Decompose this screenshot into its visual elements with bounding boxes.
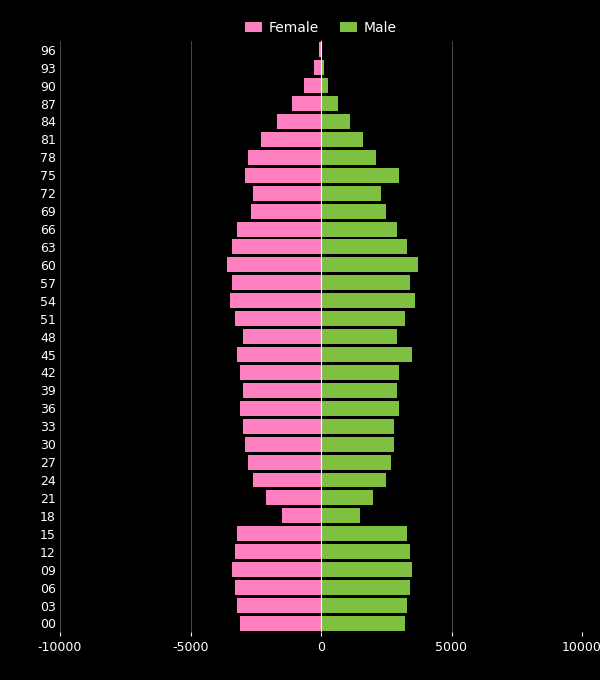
Bar: [321, 96, 338, 111]
Bar: [304, 78, 321, 93]
Bar: [321, 490, 373, 505]
Bar: [321, 616, 404, 631]
Bar: [232, 275, 321, 290]
Bar: [238, 526, 321, 541]
Bar: [321, 203, 386, 218]
Bar: [321, 455, 391, 470]
Bar: [253, 473, 321, 488]
Bar: [321, 329, 397, 344]
Bar: [245, 437, 321, 452]
Bar: [321, 239, 407, 254]
Bar: [321, 347, 412, 362]
Bar: [321, 437, 394, 452]
Bar: [242, 419, 321, 434]
Legend: Female, Male: Female, Male: [240, 15, 402, 40]
Bar: [238, 347, 321, 362]
Bar: [321, 598, 407, 613]
Bar: [248, 150, 321, 165]
Bar: [321, 150, 376, 165]
Bar: [321, 186, 381, 201]
Bar: [238, 598, 321, 613]
Bar: [245, 168, 321, 183]
Bar: [227, 258, 321, 273]
Bar: [240, 401, 321, 415]
Bar: [321, 293, 415, 308]
Bar: [321, 473, 386, 488]
Bar: [266, 490, 321, 505]
Bar: [253, 186, 321, 201]
Bar: [321, 311, 404, 326]
Bar: [321, 78, 328, 93]
Bar: [321, 275, 410, 290]
Bar: [232, 562, 321, 577]
Bar: [251, 203, 321, 218]
Bar: [321, 383, 397, 398]
Bar: [242, 383, 321, 398]
Bar: [321, 222, 397, 237]
Bar: [277, 114, 321, 129]
Bar: [235, 311, 321, 326]
Bar: [321, 419, 394, 434]
Bar: [321, 580, 410, 595]
Bar: [321, 526, 407, 541]
Bar: [235, 580, 321, 595]
Bar: [292, 96, 321, 111]
Bar: [238, 222, 321, 237]
Bar: [235, 544, 321, 559]
Bar: [242, 329, 321, 344]
Bar: [232, 239, 321, 254]
Bar: [321, 114, 350, 129]
Bar: [319, 42, 321, 57]
Bar: [321, 42, 322, 57]
Bar: [282, 509, 321, 524]
Bar: [321, 509, 360, 524]
Bar: [321, 168, 400, 183]
Bar: [321, 562, 412, 577]
Bar: [240, 365, 321, 380]
Bar: [230, 293, 321, 308]
Bar: [321, 544, 410, 559]
Bar: [321, 258, 418, 273]
Bar: [248, 455, 321, 470]
Bar: [321, 61, 324, 75]
Bar: [321, 132, 363, 147]
Bar: [240, 616, 321, 631]
Bar: [321, 365, 400, 380]
Bar: [314, 61, 321, 75]
Bar: [261, 132, 321, 147]
Bar: [321, 401, 400, 415]
